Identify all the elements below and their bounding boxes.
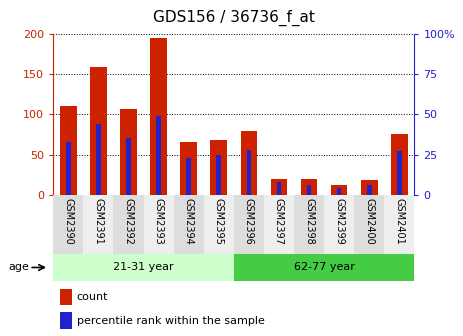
Bar (241, 131, 257, 195)
Bar (150, 38, 167, 195)
Text: 21-31 year: 21-31 year (113, 262, 174, 272)
Text: GDS156 / 36736_f_at: GDS156 / 36736_f_at (153, 10, 315, 26)
Bar (271, 179, 287, 195)
Bar (397, 151, 402, 195)
Bar (53, 254, 234, 281)
Bar (66, 142, 71, 195)
Bar (60, 106, 76, 195)
Bar (367, 185, 372, 195)
Bar (174, 195, 204, 254)
Bar (391, 134, 407, 195)
Bar (90, 68, 106, 195)
Bar (234, 254, 414, 281)
Bar (181, 142, 197, 195)
Text: percentile rank within the sample: percentile rank within the sample (77, 316, 264, 326)
Text: GSM2395: GSM2395 (214, 198, 224, 245)
Bar (331, 185, 347, 195)
Bar (361, 180, 377, 195)
Bar (113, 195, 144, 254)
Bar (216, 155, 221, 195)
Text: GSM2393: GSM2393 (154, 198, 163, 245)
Text: count: count (77, 292, 108, 302)
Bar (144, 195, 174, 254)
Bar (156, 116, 161, 195)
Bar (96, 124, 101, 195)
Text: GSM2390: GSM2390 (63, 198, 73, 245)
Text: GSM2396: GSM2396 (244, 198, 254, 245)
Text: GSM2400: GSM2400 (364, 198, 374, 245)
Bar (354, 195, 384, 254)
Bar (246, 150, 251, 195)
Bar (204, 195, 234, 254)
Bar (53, 195, 83, 254)
Bar (301, 179, 317, 195)
Bar (120, 109, 137, 195)
Text: GSM2391: GSM2391 (94, 198, 103, 245)
Bar (276, 182, 282, 195)
Text: age: age (8, 262, 29, 272)
Text: GSM2398: GSM2398 (304, 198, 314, 245)
Text: GSM2401: GSM2401 (394, 198, 404, 245)
Bar (126, 138, 131, 195)
Bar (234, 195, 264, 254)
Bar (211, 140, 227, 195)
Text: GSM2399: GSM2399 (334, 198, 344, 245)
Text: GSM2394: GSM2394 (184, 198, 194, 245)
Text: 62-77 year: 62-77 year (294, 262, 355, 272)
Bar (294, 195, 324, 254)
Bar (264, 195, 294, 254)
Bar (307, 185, 312, 195)
Text: GSM2392: GSM2392 (124, 198, 133, 245)
Bar (324, 195, 354, 254)
Bar (83, 195, 113, 254)
Bar (186, 158, 191, 195)
Text: GSM2397: GSM2397 (274, 198, 284, 245)
Bar (61, 312, 72, 329)
Bar (337, 188, 342, 195)
Bar (61, 289, 72, 305)
Bar (384, 195, 414, 254)
